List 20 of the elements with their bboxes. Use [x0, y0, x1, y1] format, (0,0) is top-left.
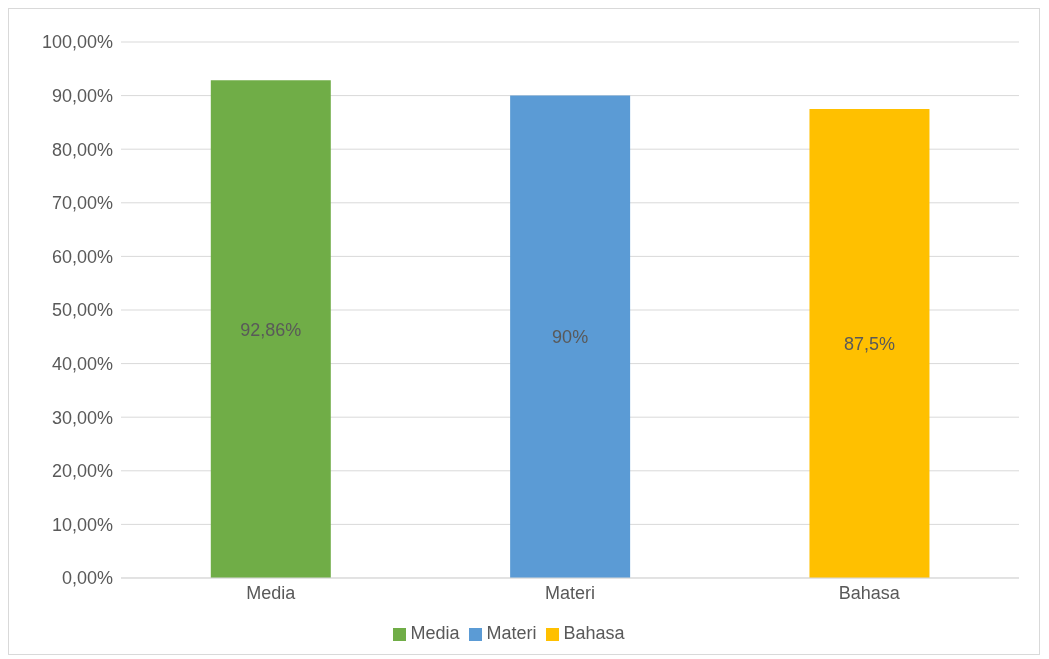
y-tick-label: 10,00% [51, 514, 113, 535]
data-label: 87,5% [843, 333, 895, 354]
y-tick-label: 30,00% [51, 407, 113, 428]
y-tick-label: 100,00% [41, 32, 113, 53]
y-tick-label: 80,00% [51, 139, 113, 160]
legend-label: Media [410, 623, 460, 643]
y-tick-label: 0,00% [61, 568, 113, 589]
y-tick-label: 90,00% [51, 85, 113, 106]
legend-label: Materi [486, 623, 537, 643]
y-tick-label: 20,00% [51, 461, 113, 482]
y-tick-label: 40,00% [51, 353, 113, 374]
y-tick-label: 70,00% [51, 193, 113, 214]
x-tick-label: Media [246, 582, 297, 603]
data-label: 92,86% [240, 319, 302, 340]
x-tick-label: Bahasa [838, 582, 901, 603]
y-tick-label: 50,00% [51, 300, 113, 321]
data-label: 90% [552, 327, 589, 348]
y-tick-label: 60,00% [51, 246, 113, 267]
x-tick-label: Materi [544, 582, 596, 603]
legend-label: Bahasa [563, 623, 625, 643]
